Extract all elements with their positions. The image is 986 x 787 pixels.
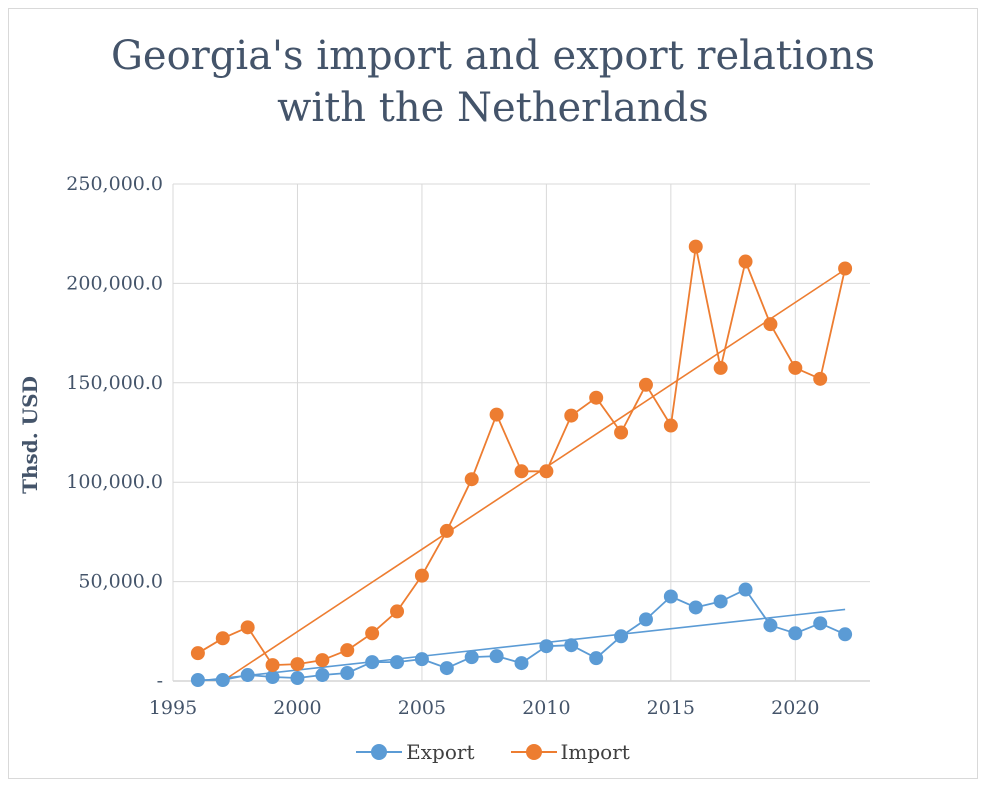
import-point — [240, 620, 255, 635]
import-point — [738, 254, 753, 269]
export-point — [638, 612, 653, 627]
export-point — [414, 652, 429, 667]
legend-item-import: Import — [510, 740, 630, 764]
import-point — [564, 408, 579, 423]
export-point — [215, 673, 230, 688]
x-tick-label: 1995 — [149, 697, 197, 719]
legend-export-marker — [356, 744, 403, 760]
y-tick-label: 150,000.0 — [66, 372, 163, 394]
import-point — [663, 418, 678, 433]
export-point — [464, 650, 479, 665]
import-point — [638, 377, 653, 392]
trendline-import — [222, 268, 846, 682]
legend-import-marker — [510, 744, 557, 760]
import-point — [713, 360, 728, 375]
y-tick-label: 100,000.0 — [66, 471, 163, 493]
export-point — [240, 668, 255, 683]
export-point — [365, 655, 380, 670]
export-point — [589, 651, 604, 666]
export-point — [539, 639, 554, 654]
export-point — [813, 616, 828, 631]
import-point — [390, 604, 405, 619]
trendlines — [197, 268, 846, 682]
trendline-export — [197, 608, 846, 682]
import-point — [763, 317, 778, 332]
export-point — [713, 594, 728, 609]
export-point — [390, 655, 405, 670]
chart-title-line-2: with the Netherlands — [277, 85, 709, 131]
import-point — [365, 626, 380, 641]
import-point — [813, 371, 828, 386]
y-tick-label: 200,000.0 — [66, 272, 163, 294]
import-point — [539, 464, 554, 479]
import-point — [464, 472, 479, 487]
export-point — [190, 673, 205, 688]
chart-title: Georgia's import and export relations wi… — [0, 30, 986, 134]
import-point — [589, 390, 604, 405]
export-point — [439, 661, 454, 676]
export-point — [564, 638, 579, 653]
export-point — [663, 589, 678, 604]
import-point — [439, 523, 454, 538]
import-point — [265, 658, 280, 673]
export-point — [688, 600, 703, 615]
export-point — [290, 671, 305, 686]
export-point — [614, 629, 629, 644]
import-point — [290, 657, 305, 672]
legend: Export Import — [0, 740, 986, 764]
series-group — [190, 239, 853, 688]
y-tick-label: - — [157, 670, 163, 692]
chart-title-line-1: Georgia's import and export relations — [110, 33, 876, 79]
export-point — [738, 582, 753, 597]
import-point — [340, 643, 355, 658]
y-tick-labels: - 50,000.0 100,000.0 150,000.0 200,000.0 250,… — [66, 173, 163, 692]
legend-label-export: Export — [406, 740, 475, 764]
export-point — [489, 649, 504, 664]
y-tick-label: 50,000.0 — [78, 571, 163, 593]
import-point — [414, 568, 429, 583]
import-point — [788, 360, 803, 375]
import-point — [688, 239, 703, 254]
y-tick-label: 250,000.0 — [66, 173, 163, 195]
import-point — [315, 653, 330, 668]
export-point — [315, 668, 330, 683]
x-tick-label: 2015 — [647, 697, 695, 719]
import-point — [190, 646, 205, 661]
x-tick-label: 2000 — [273, 697, 321, 719]
export-point — [838, 627, 853, 642]
import-point — [489, 407, 504, 422]
x-tick-labels: 1995 2000 2005 2010 2015 2020 — [149, 697, 820, 719]
import-point — [614, 425, 629, 440]
series-line-import — [197, 245, 846, 666]
import-point — [215, 631, 230, 646]
export-point — [265, 670, 280, 685]
x-tick-label: 2005 — [398, 697, 446, 719]
legend-item-export: Export — [356, 740, 475, 764]
chart-frame — [8, 8, 978, 779]
legend-label-import: Import — [560, 740, 630, 764]
export-point — [763, 618, 778, 633]
x-tick-label: 2010 — [522, 697, 570, 719]
import-point — [838, 261, 853, 276]
export-point — [788, 626, 803, 641]
grid-lines — [172, 183, 870, 682]
export-point — [340, 666, 355, 681]
x-tick-label: 2020 — [771, 697, 819, 719]
export-point — [514, 656, 529, 671]
import-point — [514, 464, 529, 479]
